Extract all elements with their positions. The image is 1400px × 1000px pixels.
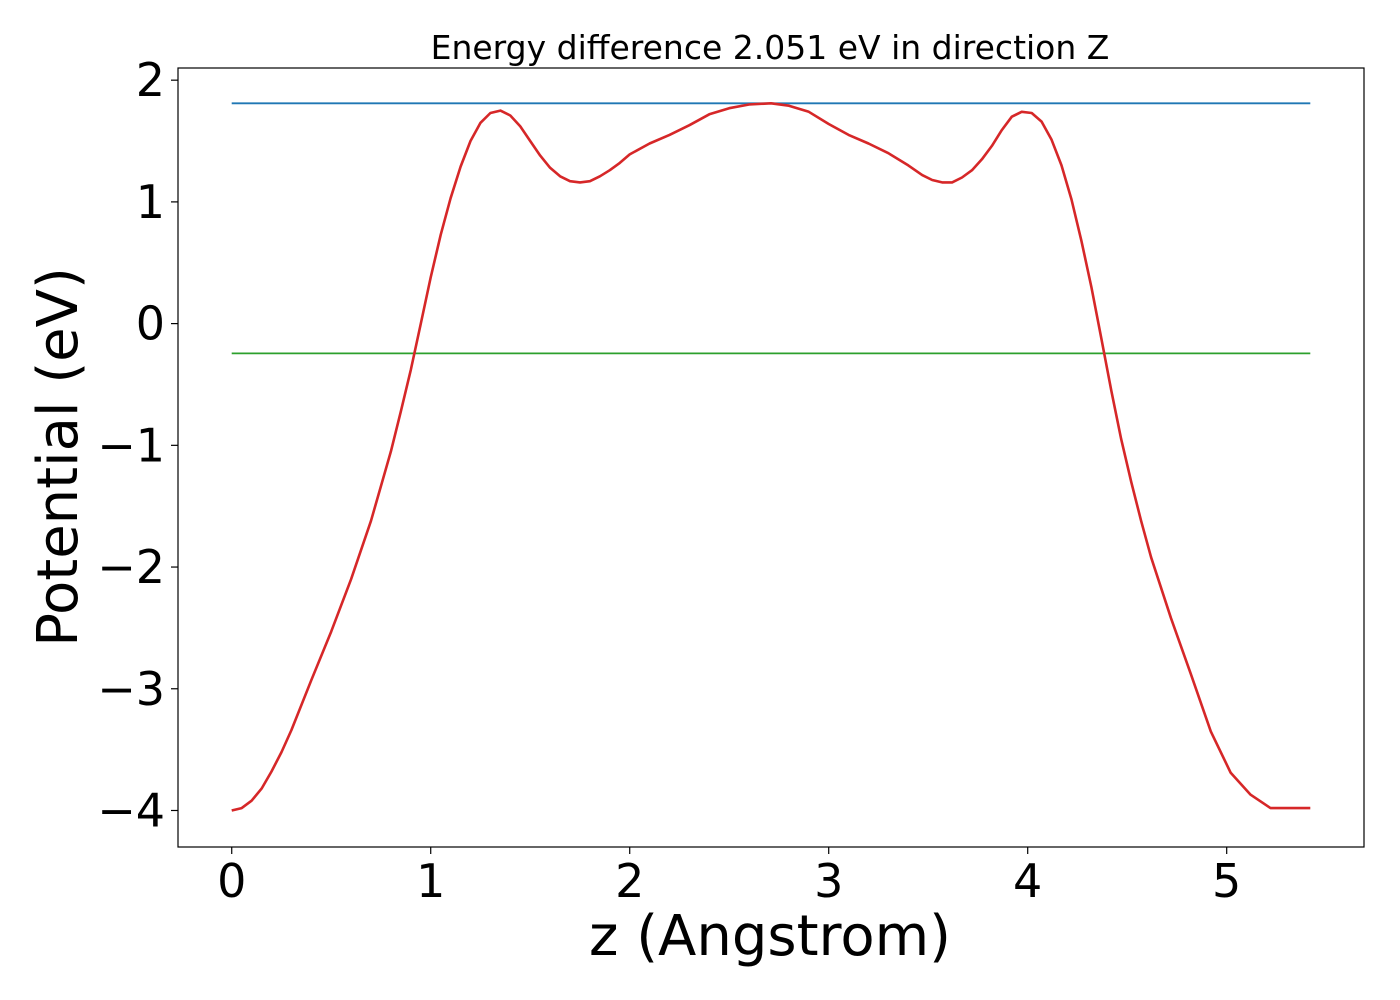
series-line-3 [231,102,1311,812]
y-tick-label: 0 [136,297,165,351]
y-tick-label: 2 [136,53,165,107]
y-tick-label: −4 [97,783,165,837]
x-tick-label: 3 [814,854,843,908]
plot-area [177,67,1365,848]
chart-title: Energy difference 2.051 eV in direction … [431,28,1110,67]
y-tick-label: −2 [97,540,165,594]
y-tick-label: −1 [97,418,165,472]
x-tick-label: 4 [1013,854,1042,908]
x-tick-label: 1 [416,854,445,908]
x-tick-label: 5 [1212,854,1241,908]
x-tick-label: 2 [615,854,644,908]
y-tick-label: −3 [97,662,165,716]
x-tick-label: 0 [217,854,246,908]
x-axis-label: z (Angstrom) [589,904,951,969]
y-axis: −4 −3 −2 −1 0 1 2 [97,53,178,837]
y-axis-label: Potential (eV) [26,267,91,647]
series-layer [231,102,1311,812]
x-axis: 0 1 2 3 4 5 [217,847,1241,908]
y-tick-label: 1 [136,175,165,229]
